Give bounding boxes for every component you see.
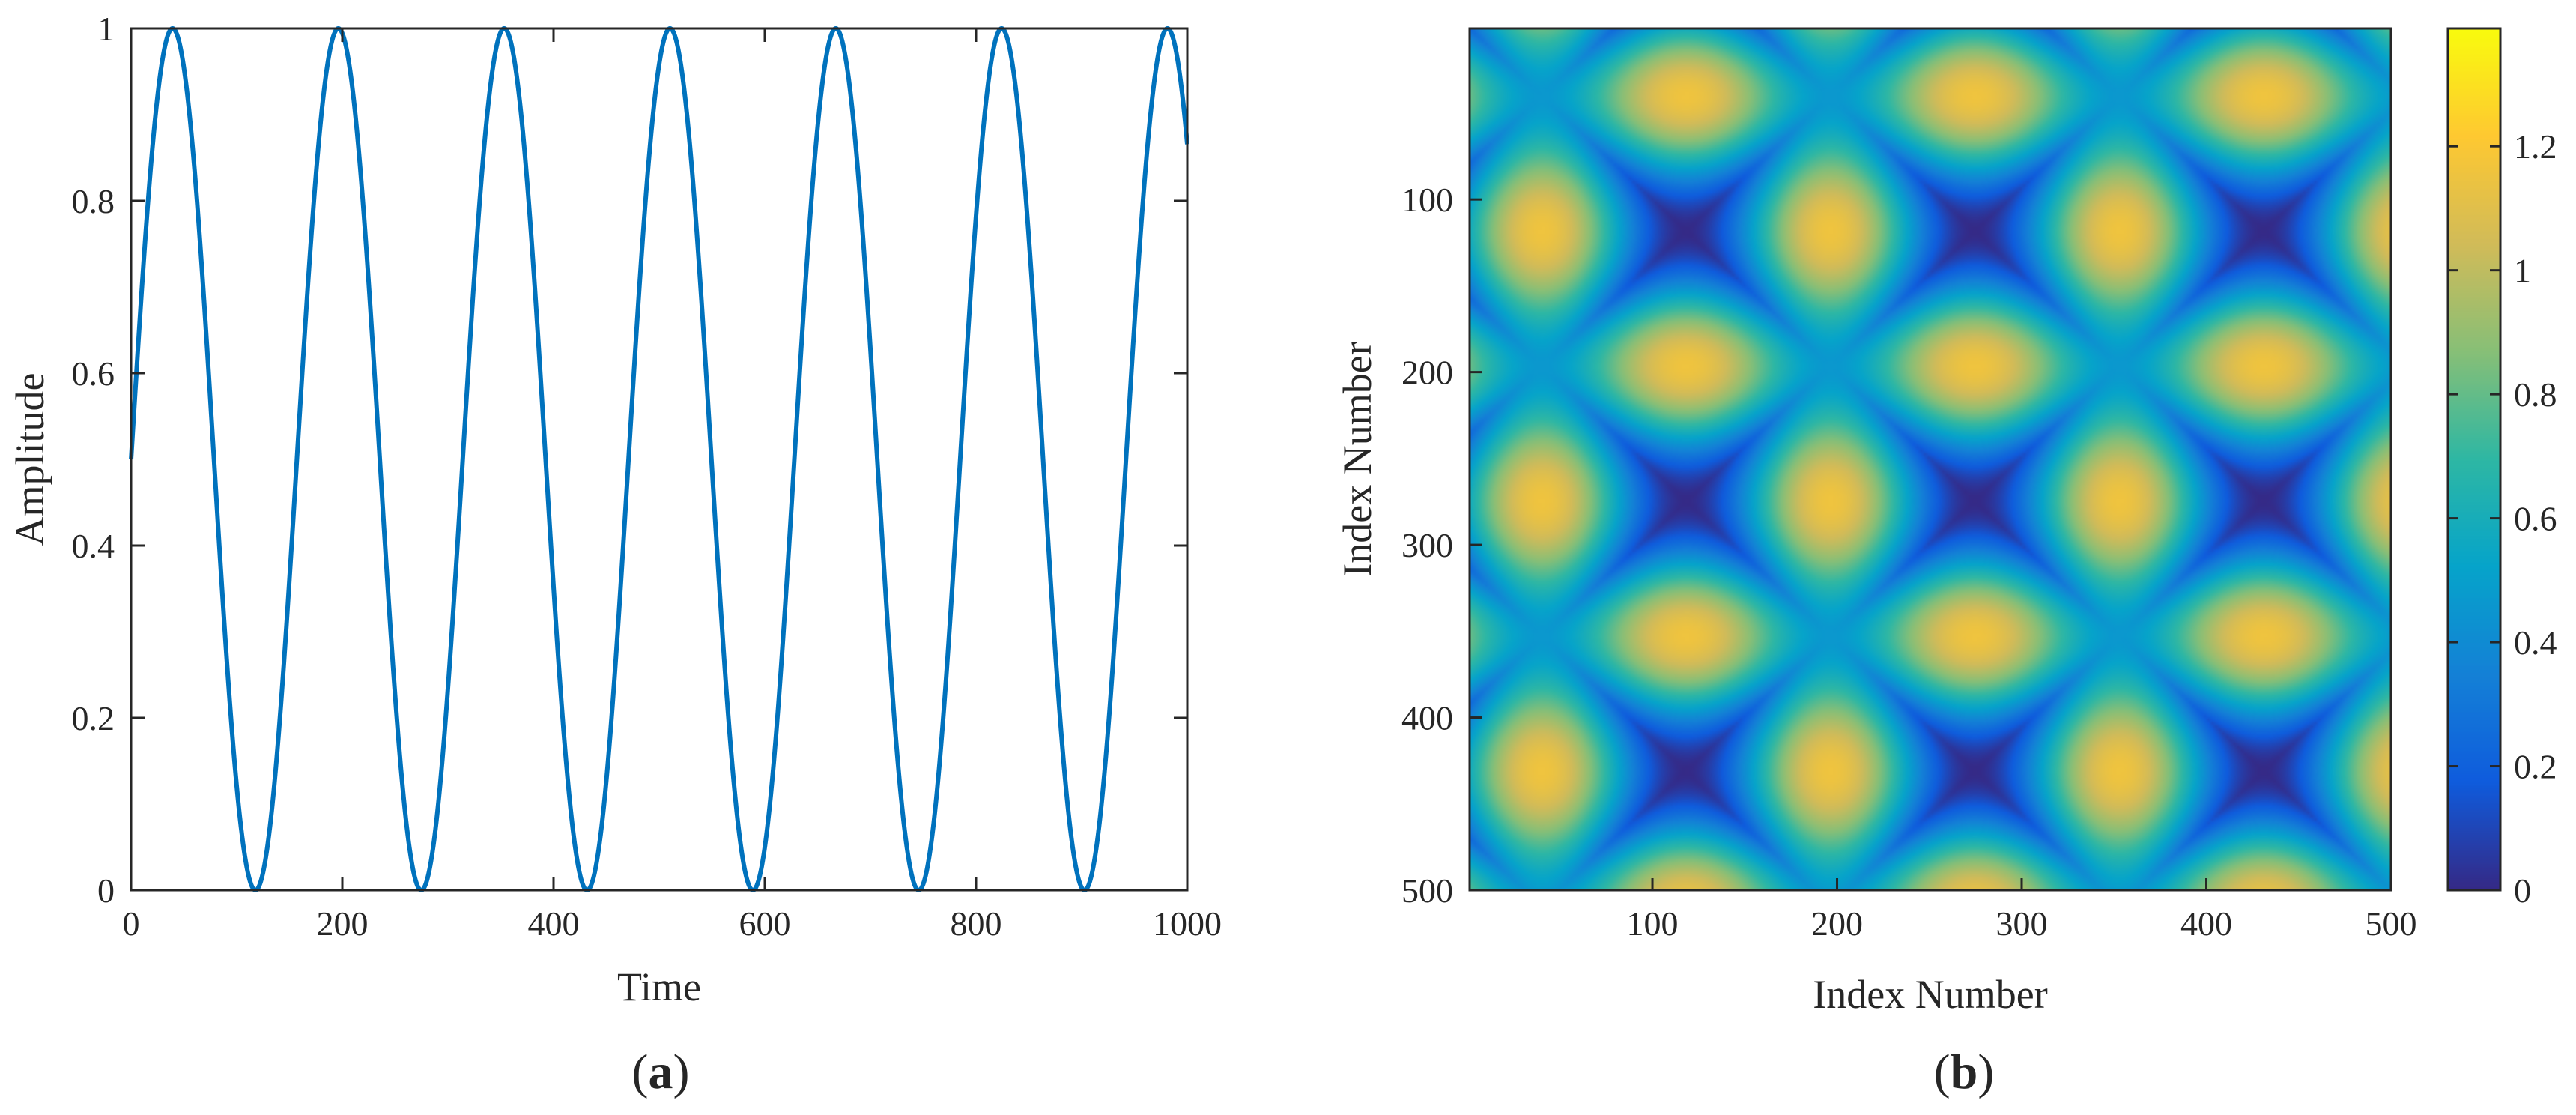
axes-box-a [130, 27, 1189, 892]
x-tick-label: 500 [2366, 904, 2417, 943]
y-tick-label: 0.2 [72, 699, 115, 737]
x-tick-label: 600 [739, 904, 791, 943]
series-line [129, 26, 1189, 892]
y-tick-label: 200 [1401, 354, 1453, 392]
y-tick-label: 0.4 [72, 527, 115, 565]
x-tick-label: 0 [123, 904, 140, 943]
colorbar-box [2446, 27, 2502, 892]
colorbar-tick-label: 1.2 [2514, 127, 2557, 166]
panel-caption-b: (b) [1934, 1045, 1995, 1099]
x-tick-label: 400 [528, 904, 580, 943]
heatmap-image [1470, 28, 2391, 890]
y-tick-label: 1 [97, 10, 115, 48]
x-tick-label: 800 [951, 904, 1002, 943]
x-tick-label: 300 [1996, 904, 2048, 943]
x-tick-label: 100 [1627, 904, 1679, 943]
x-tick-label: 1000 [1153, 904, 1222, 943]
panel-b: 100 200 300 400 500 100 200 300 400 500 Index Nu… [1335, 27, 2557, 1099]
colorbar-tick-label: 0.6 [2514, 500, 2557, 538]
x-tick-label: 200 [317, 904, 369, 943]
colorbar-tick-label: 0 [2514, 871, 2531, 910]
x-axis-label-a: Time [617, 964, 701, 1009]
panel-caption-a: (a) [632, 1045, 690, 1099]
y-tick-label: 400 [1401, 699, 1453, 737]
axes-box-b [1468, 27, 2392, 892]
y-tick-label: 0 [97, 871, 115, 910]
y-tick-label: 300 [1401, 526, 1453, 564]
colorbar-image [2448, 28, 2500, 890]
colorbar-tick-label: 0.2 [2514, 748, 2557, 786]
line-plot-area [129, 26, 1189, 892]
x-axis-ticks-b: 100 200 300 400 500 [1627, 878, 2417, 943]
y-axis-ticks-a: 0 0.2 0.4 0.6 0.8 1 [72, 10, 1187, 910]
y-tick-label: 500 [1401, 871, 1453, 910]
colorbar-tick-label: 1 [2514, 252, 2531, 290]
y-axis-label-b: Index Number [1335, 342, 1380, 576]
x-axis-label-b: Index Number [1813, 972, 2047, 1017]
colorbar-tick-label: 0.8 [2514, 375, 2557, 414]
x-tick-label: 400 [2180, 904, 2232, 943]
y-axis-ticks-b: 100 200 300 400 500 [1401, 181, 1482, 910]
y-axis-label-a: Amplitude [7, 373, 52, 546]
y-tick-label: 0.8 [72, 182, 115, 220]
x-tick-label: 200 [1811, 904, 1863, 943]
colorbar-tick-label: 0.4 [2514, 623, 2557, 662]
y-tick-label: 100 [1401, 181, 1453, 219]
colorbar-ticks: 0 0.2 0.4 0.6 0.8 1 1.2 [2448, 127, 2557, 910]
x-axis-ticks-a: 0 200 400 600 800 1000 [123, 28, 1222, 943]
y-tick-label: 0.6 [72, 354, 115, 393]
panel-a: 0 200 400 600 800 1000 0 0.2 0.4 0.6 0.8 1 Time Am… [7, 10, 1222, 1099]
